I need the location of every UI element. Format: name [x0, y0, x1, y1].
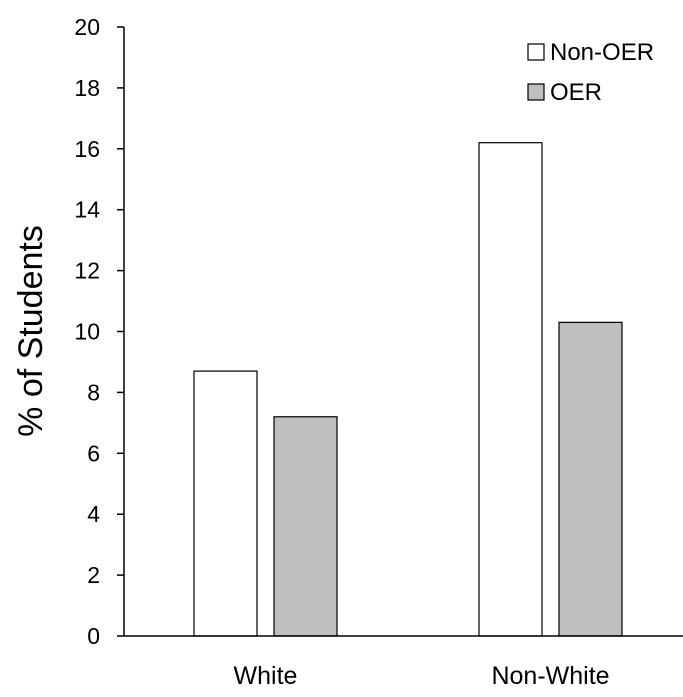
x-axis-ticks: White Non-White [234, 662, 610, 690]
y-tick-label: 12 [74, 258, 100, 284]
y-tick-label: 20 [74, 14, 100, 40]
axes [123, 27, 683, 637]
legend-swatch [527, 83, 545, 101]
y-tick-label: 4 [87, 501, 100, 527]
bars-group [193, 142, 623, 637]
legend-label: Non-OER [550, 39, 654, 66]
bar-oer-white [273, 416, 338, 637]
y-tick-label: 2 [87, 562, 100, 588]
legend-label: OER [550, 79, 602, 106]
x-tick-label: Non-White [491, 662, 609, 690]
y-tick-label: 0 [87, 623, 100, 649]
y-tick-label: 16 [74, 136, 100, 162]
y-tick-label: 6 [87, 440, 100, 466]
y-tick-label: 10 [74, 319, 100, 345]
legend: Non-OER OER [527, 39, 654, 106]
bar-non-oer-white [193, 370, 258, 637]
y-tick-label: 18 [74, 75, 100, 101]
bar-oer-non-white [558, 321, 623, 637]
y-tick-label: 8 [87, 379, 100, 405]
y-axis-ticks: 0 2 4 6 8 10 12 14 16 18 20 [74, 14, 124, 649]
y-axis-label: % of Students [12, 225, 50, 437]
x-tick-label: White [234, 662, 298, 690]
y-tick-label: 14 [74, 197, 100, 223]
legend-swatch [527, 43, 545, 61]
bar-non-oer-non-white [478, 142, 543, 637]
